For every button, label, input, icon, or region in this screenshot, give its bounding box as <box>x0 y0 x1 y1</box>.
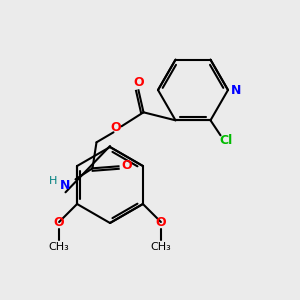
Text: O: O <box>54 217 64 230</box>
Text: Cl: Cl <box>220 134 233 147</box>
Text: N: N <box>60 179 71 192</box>
Text: CH₃: CH₃ <box>49 242 70 252</box>
Text: H: H <box>49 176 58 186</box>
Text: CH₃: CH₃ <box>151 242 171 252</box>
Text: O: O <box>133 76 144 89</box>
Text: O: O <box>121 159 132 172</box>
Text: O: O <box>156 217 166 230</box>
Text: O: O <box>110 121 121 134</box>
Text: N: N <box>231 83 241 97</box>
